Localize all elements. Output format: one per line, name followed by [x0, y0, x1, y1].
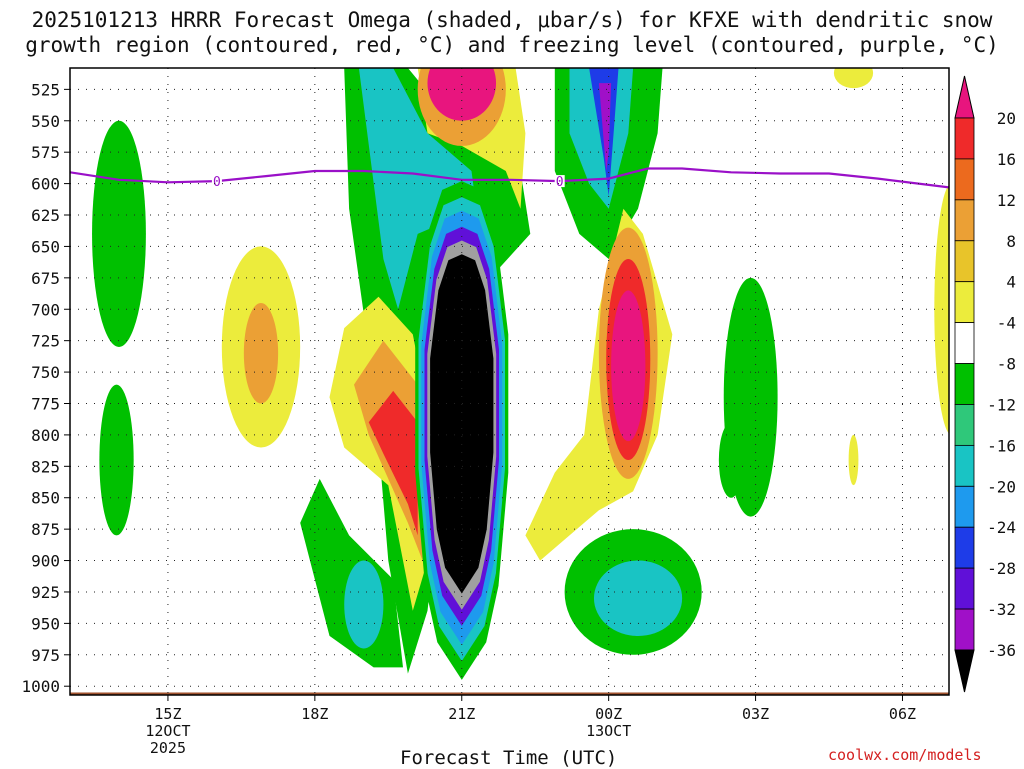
omega-region-bl-teal-00z: [593, 560, 683, 636]
colorbar-label: 16: [997, 150, 1016, 169]
ground-surface: [70, 692, 949, 695]
colorbar-segment: [954, 608, 975, 651]
omega-region-mid-pink: [611, 290, 646, 442]
colorbar-label: -4: [997, 314, 1016, 333]
y-tick-label: 975: [31, 646, 60, 665]
colorbar-label: -28: [987, 559, 1016, 578]
colorbar-label: -8: [997, 355, 1016, 374]
colorbar-segment: [954, 567, 975, 610]
omega-region-cell-green-a: [92, 120, 146, 347]
omega-region-cell-yellow-05z: [848, 434, 859, 486]
y-tick-label: 900: [31, 552, 60, 571]
y-tick-label: 625: [31, 206, 60, 225]
y-tick-label: 675: [31, 269, 60, 288]
omega-region-upper-left-teal: [358, 68, 477, 310]
omega-region-upper-pink: [427, 68, 497, 121]
y-tick-label: 650: [31, 237, 60, 256]
colorbar-label: 20: [997, 109, 1016, 128]
omega-region-cell-green-03z-small: [718, 422, 744, 498]
colorbar-segment: [954, 281, 975, 324]
x-tick-label: 00Z: [595, 705, 622, 723]
x-tick-label: 2025: [150, 739, 186, 757]
omega-region-cell-orange-17z: [243, 302, 279, 404]
plot-frame: [69, 67, 950, 696]
y-tick-label: 850: [31, 489, 60, 508]
colorbar-segment: [954, 158, 975, 201]
y-tick-label: 725: [31, 332, 60, 351]
y-tick-label: 875: [31, 520, 60, 539]
y-tick-label: 550: [31, 112, 60, 131]
x-axis-label: Forecast Time (UTC): [400, 747, 618, 769]
colorbar-label: -12: [987, 395, 1016, 414]
omega-region-right-edge-yellow: [934, 184, 949, 434]
colorbar-label: 8: [1006, 232, 1016, 251]
colorbar-label: -24: [987, 518, 1016, 537]
credit-link[interactable]: coolwx.com/models: [828, 746, 982, 764]
x-tick-label: 15Z: [154, 705, 181, 723]
colorbar-segment: [954, 363, 975, 405]
x-tick-label: 06Z: [889, 705, 916, 723]
colorbar-segment: [954, 322, 975, 364]
colorbar-segment: [954, 199, 975, 242]
freezing-level-label: 0: [556, 175, 564, 190]
omega-region-bl-teal-19z: [344, 560, 384, 649]
colorbar-segment: [954, 444, 975, 487]
chart-title-line-1: 2025101213 HRRR Forecast Omega (shaded, …: [31, 8, 993, 32]
y-tick-label: 800: [31, 426, 60, 445]
y-tick-label: 525: [31, 80, 60, 99]
colorbar-label: -20: [987, 477, 1016, 496]
x-tick-label: 21Z: [448, 705, 475, 723]
colorbar-label: -32: [987, 600, 1016, 619]
y-tick-label: 600: [31, 175, 60, 194]
omega-region-00z-purple: [598, 83, 612, 171]
colorbar-label: -36: [987, 641, 1016, 660]
colorbar-top-arrow: [954, 75, 975, 119]
colorbar-segment: [954, 240, 975, 283]
x-tick-label: 12OCT: [145, 722, 190, 740]
colorbar-segment: [954, 117, 975, 160]
y-tick-label: 750: [31, 363, 60, 382]
colorbar-label: -16: [987, 436, 1016, 455]
colorbar-segment: [954, 485, 975, 528]
y-tick-label: 925: [31, 583, 60, 602]
chart-title-line-2: growth region (contoured, red, °C) and f…: [25, 33, 999, 57]
omega-region-low-red: [368, 390, 418, 536]
y-tick-label: 950: [31, 614, 60, 633]
freezing-level-label-bg: [554, 175, 565, 188]
y-tick-label: 575: [31, 143, 60, 162]
omega-region-cell-green-b: [99, 384, 134, 536]
freezing-level-label-bg: [211, 175, 222, 188]
colorbar-bottom-arrow: [954, 649, 975, 693]
x-tick-label: 18Z: [301, 705, 328, 723]
y-tick-label: 825: [31, 457, 60, 476]
x-tick-label: 13OCT: [586, 722, 631, 740]
colorbar-segment: [954, 404, 975, 446]
x-tick-label: 03Z: [742, 705, 769, 723]
omega-core-black: [430, 254, 494, 594]
colorbar-segment: [954, 526, 975, 569]
colorbar-label: 12: [997, 191, 1016, 210]
colorbar-label: 4: [1006, 273, 1016, 292]
y-tick-label: 1000: [21, 677, 60, 696]
freezing-level-label: 0: [213, 175, 221, 190]
y-tick-label: 775: [31, 394, 60, 413]
y-tick-label: 700: [31, 300, 60, 319]
omega-region-top-right-yellow: [833, 68, 874, 89]
